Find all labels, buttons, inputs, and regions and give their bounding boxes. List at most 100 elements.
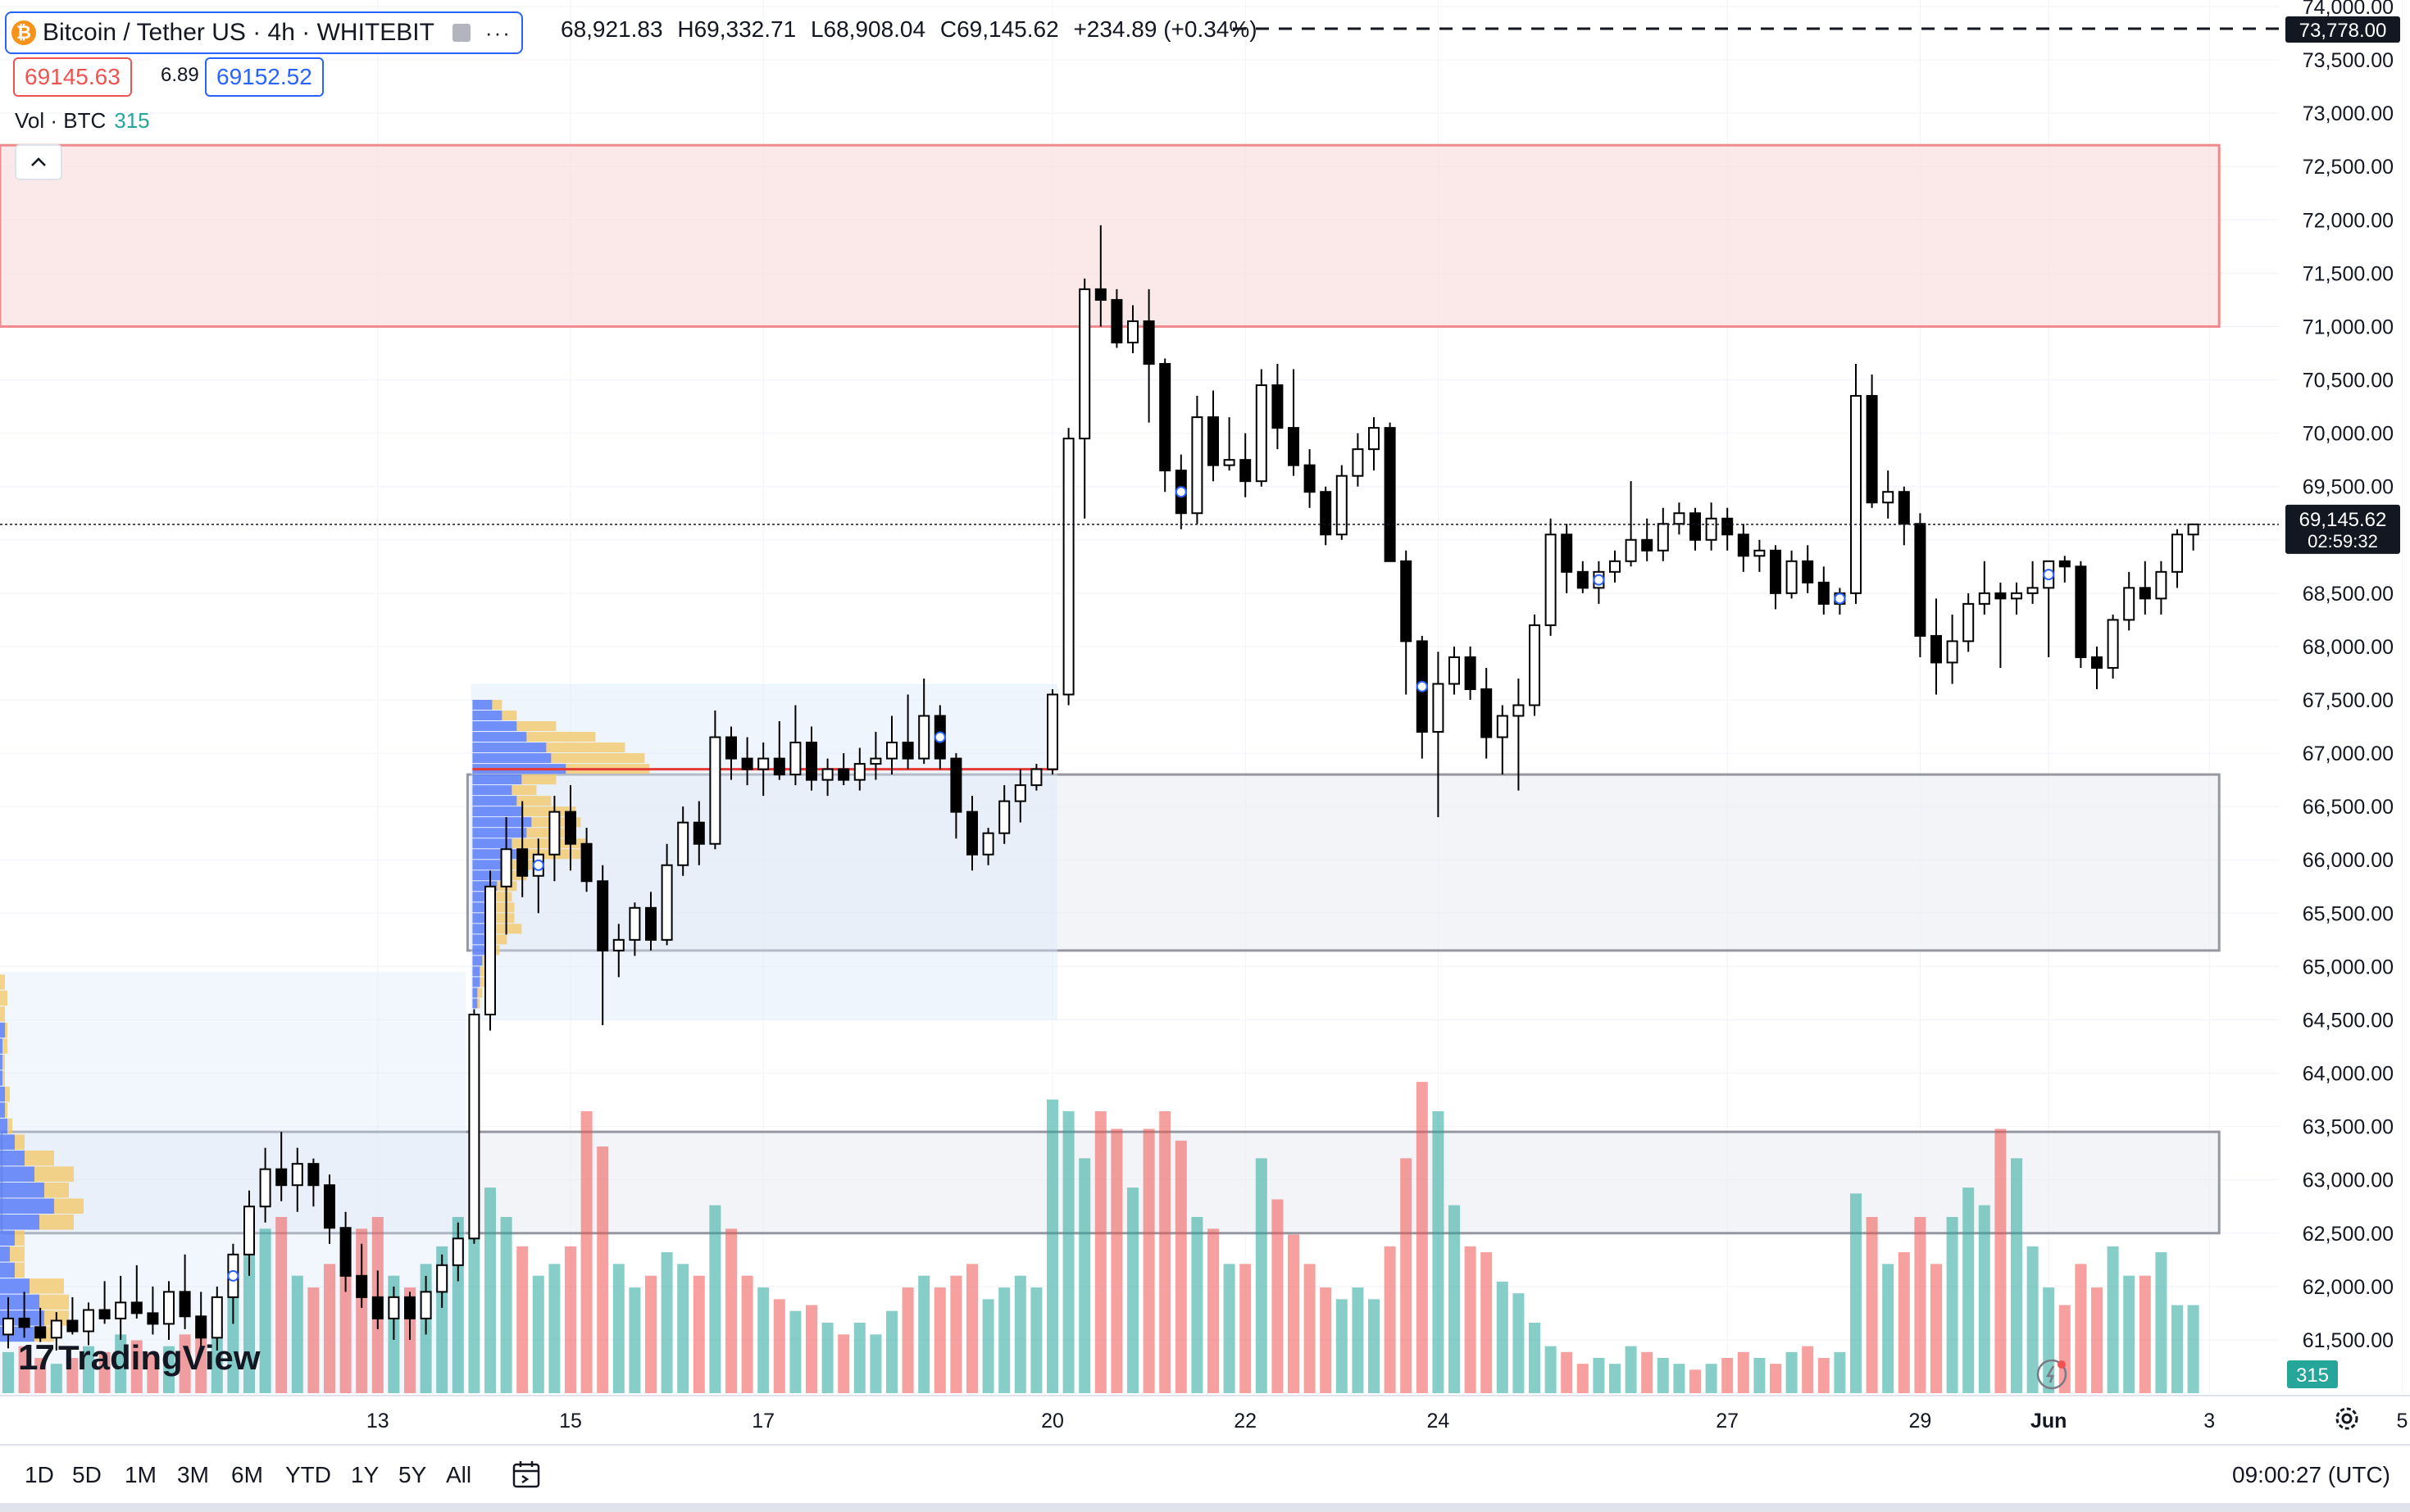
candle-body <box>1014 784 1026 802</box>
collapse-legend-button[interactable] <box>15 144 62 180</box>
volume-bar <box>693 1275 705 1393</box>
price-tick-label: 69,500.00 <box>2303 476 2394 499</box>
profile-bar-down <box>25 1150 54 1166</box>
profile-bar-down <box>39 1214 74 1230</box>
candle <box>1496 705 1508 775</box>
candle-body <box>1785 560 1798 594</box>
volume-bar <box>1946 1217 1958 1393</box>
candle <box>1737 524 1749 572</box>
range-3m-button[interactable]: 3M <box>177 1462 209 1487</box>
volume-bar <box>516 1246 529 1393</box>
volume-bar <box>998 1287 1011 1393</box>
volume-bar <box>66 1358 79 1393</box>
alert-price-tag[interactable] <box>2285 16 2400 43</box>
range-1d-button[interactable]: 1D <box>25 1462 54 1487</box>
range-5d-button[interactable]: 5D <box>72 1462 102 1487</box>
candle-body <box>1866 395 1878 504</box>
open-value: 68,921.83 <box>561 16 663 42</box>
candle-body <box>371 1296 384 1319</box>
profile-bar-up <box>0 1086 5 1102</box>
market-status-icon[interactable] <box>452 24 471 42</box>
candle-body <box>1994 592 2007 600</box>
range-ytd-button[interactable]: YTD <box>285 1462 331 1487</box>
profile-bar-down <box>54 1198 84 1214</box>
candle <box>1914 513 1926 657</box>
volume-bar <box>982 1299 994 1393</box>
candle-body <box>1625 538 1637 562</box>
profile-bar-down <box>492 902 515 913</box>
tradingview-mark-icon: 17 <box>18 1337 55 1378</box>
event-marker-icon[interactable] <box>1416 680 1428 692</box>
range-1m-button[interactable]: 1M <box>125 1462 157 1487</box>
symbol-title[interactable]: Bitcoin / Tether US · 4h · WHITEBIT <box>43 19 434 46</box>
bar-countdown-label: 02:59:32 <box>2308 531 2378 552</box>
time-axis[interactable]: 13 15 17 20 22 24 27 29 Jun 3 5 <box>0 1395 2410 1433</box>
candle <box>661 843 673 946</box>
buy-button[interactable]: 69152.52 <box>205 57 324 97</box>
candle-body <box>1352 448 1364 477</box>
range-all-button[interactable]: All <box>446 1462 472 1487</box>
time-tick-label: 17 <box>752 1410 775 1433</box>
volume-bar <box>500 1217 512 1393</box>
calendar-goto-icon[interactable] <box>510 1459 543 1490</box>
volume-bar <box>645 1275 657 1393</box>
candle <box>2123 571 2135 631</box>
price-tick-label: 62,500.00 <box>2303 1223 2394 1246</box>
candle <box>966 796 978 871</box>
more-options-icon[interactable]: ··· <box>484 20 512 45</box>
candle <box>163 1281 175 1340</box>
flash-icon[interactable] <box>2035 1357 2069 1392</box>
candle <box>1352 433 1364 487</box>
sell-button[interactable]: 69145.63 <box>13 57 132 97</box>
candle <box>773 721 785 780</box>
volume-bar <box>806 1305 817 1393</box>
profile-bar-up <box>472 934 488 945</box>
candle <box>1962 593 1975 652</box>
candle-body <box>1239 459 1252 483</box>
candle-body <box>2011 592 2022 600</box>
event-marker-icon[interactable] <box>934 731 946 743</box>
candle <box>821 758 834 797</box>
event-marker-icon[interactable] <box>1175 486 1187 498</box>
candle-body <box>1641 538 1653 552</box>
utc-clock[interactable]: 09:00:27 (UTC) <box>2232 1462 2390 1487</box>
volume-bar <box>1320 1287 1332 1393</box>
volume-bar <box>1609 1364 1621 1393</box>
volume-legend[interactable]: Vol · BTC 315 <box>15 108 150 134</box>
candle-body <box>2155 570 2167 600</box>
candle <box>1609 550 1621 583</box>
range-5y-button[interactable]: 5Y <box>398 1462 427 1487</box>
event-marker-icon[interactable] <box>1834 593 1846 605</box>
event-marker-icon[interactable] <box>227 1269 239 1282</box>
price-tick-label: 73,500.00 <box>2303 49 2394 72</box>
candle-body <box>1079 288 1091 440</box>
volume-bar <box>838 1334 850 1393</box>
event-marker-icon[interactable] <box>2043 569 2055 581</box>
profile-bar-up <box>472 785 512 796</box>
price-axis[interactable]: 74,000.00 73,500.00 73,000.00 72,500.00 72,0… <box>2285 0 2400 1388</box>
event-marker-icon[interactable] <box>532 859 544 871</box>
price-tick-label: 67,000.00 <box>2303 742 2394 765</box>
price-tick-label: 65,000.00 <box>2303 956 2394 978</box>
event-marker-icon[interactable] <box>1593 574 1605 586</box>
symbol-legend[interactable]: ₿ Bitcoin / Tether US · 4h · WHITEBIT ··… <box>5 11 523 54</box>
ohlc-values: 68,921.83 H69,332.71 L68,908.04 C69,145.… <box>561 16 1266 43</box>
volume-bar <box>179 1334 191 1393</box>
range-6m-button[interactable]: 6M <box>231 1462 263 1487</box>
time-tick-label: 5 <box>2396 1410 2408 1433</box>
range-1y-button[interactable]: 1Y <box>351 1462 380 1487</box>
tradingview-logo[interactable]: 17 TradingView <box>18 1337 261 1378</box>
candle <box>1705 502 1717 551</box>
candle <box>806 726 817 791</box>
settings-gear-icon[interactable] <box>2333 1405 2361 1433</box>
volume-value: 315 <box>114 108 150 133</box>
price-chart[interactable]: 74,000.00 73,500.00 73,000.00 72,500.00 72,0… <box>0 0 2410 1444</box>
volume-bar <box>677 1264 689 1393</box>
candle <box>2058 556 2071 583</box>
volume-bar <box>18 1346 30 1393</box>
candle-body <box>163 1291 175 1325</box>
candle <box>1207 390 1219 482</box>
volume-bar <box>757 1287 770 1393</box>
price-tick-label: 63,000.00 <box>2303 1169 2394 1192</box>
last-price-tag[interactable] <box>2285 504 2400 554</box>
